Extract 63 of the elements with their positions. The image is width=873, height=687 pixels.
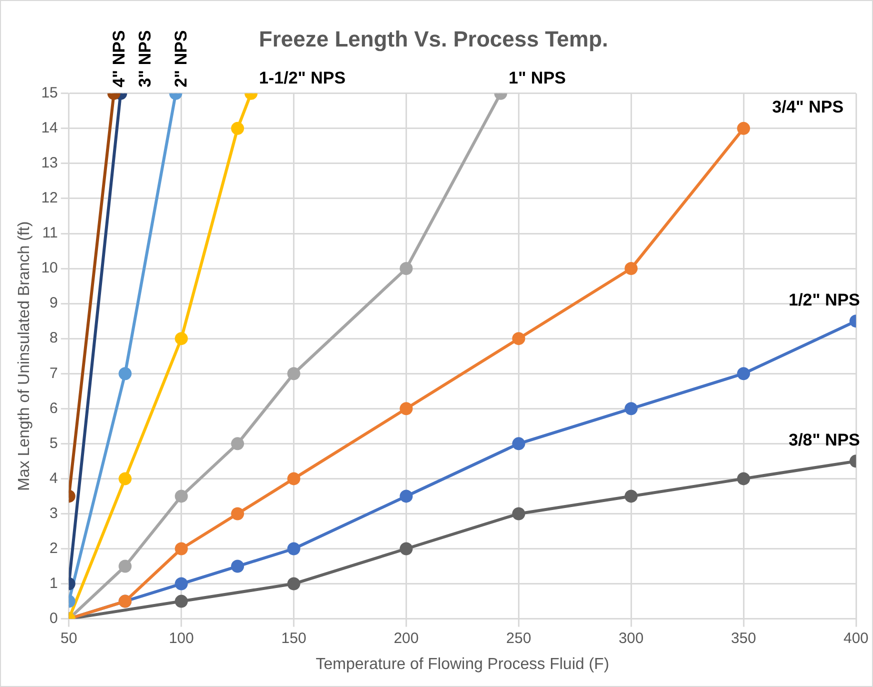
text: 3" NPS [136, 30, 155, 88]
point [287, 577, 300, 590]
y-tick-label: 9 [50, 294, 58, 312]
y-tick-label: 15 [41, 84, 58, 102]
point [231, 560, 244, 573]
point [624, 402, 638, 416]
y-tick-label: 8 [50, 330, 58, 347]
y-tick-label: 4 [50, 470, 58, 487]
point [737, 472, 750, 486]
point [231, 437, 244, 450]
point [400, 402, 413, 416]
point [737, 122, 750, 135]
point [287, 472, 300, 486]
point [512, 437, 526, 450]
y-tick-label: 7 [50, 364, 58, 382]
y-tick-label: 0 [50, 610, 58, 627]
x-tick-label: 50 [60, 630, 78, 647]
point [174, 594, 188, 608]
point [287, 542, 300, 556]
point [400, 262, 413, 276]
point [287, 367, 300, 380]
x-tick-label: 350 [731, 630, 756, 647]
series-label: 1/2" NPS [788, 290, 860, 310]
series-label: 1-1/2" NPS [259, 68, 346, 88]
x-tick-label: 200 [394, 630, 419, 647]
point [174, 542, 188, 556]
y-tick-label: 5 [50, 434, 58, 452]
y-tick-label: 10 [41, 260, 58, 277]
point [737, 367, 750, 380]
x-tick-label: 100 [168, 630, 194, 647]
point [624, 490, 638, 503]
y-axis-title: Max Length of Uninsulated Branch (ft) [16, 221, 34, 491]
x-tick-label: 250 [506, 630, 532, 647]
y-tick-label: 1 [50, 574, 58, 592]
x-tick-label: 400 [843, 630, 869, 647]
y-tick-label: 12 [41, 190, 58, 207]
y-tick-label: 14 [41, 120, 58, 137]
point [400, 542, 413, 556]
series-label: 3/4" NPS [772, 98, 844, 117]
text: 4" NPS [110, 30, 129, 88]
point [118, 472, 132, 486]
x-tick-label: 150 [281, 630, 306, 647]
point [624, 262, 638, 276]
point [174, 332, 188, 346]
point [174, 577, 188, 590]
y-tick-label: 11 [42, 224, 58, 242]
y-tick-label: 2 [50, 540, 58, 557]
point [400, 490, 413, 503]
y-tick-label: 13 [41, 154, 58, 172]
point [174, 490, 188, 503]
point [512, 507, 526, 520]
y-tick-label: 3 [50, 504, 58, 522]
y-tick-label: 6 [50, 400, 58, 417]
chart-title: Freeze Length Vs. Process Temp. [258, 26, 608, 52]
x-tick-label: 300 [618, 630, 644, 647]
series-label: 1" NPS [508, 68, 566, 88]
text: 2" NPS [171, 30, 190, 88]
point [118, 560, 132, 573]
point [231, 507, 244, 520]
x-axis-title: Temperature of Flowing Process Fluid (F) [316, 656, 610, 673]
point [231, 122, 244, 135]
series-label: 3/8" NPS [788, 430, 860, 450]
point [512, 332, 526, 346]
